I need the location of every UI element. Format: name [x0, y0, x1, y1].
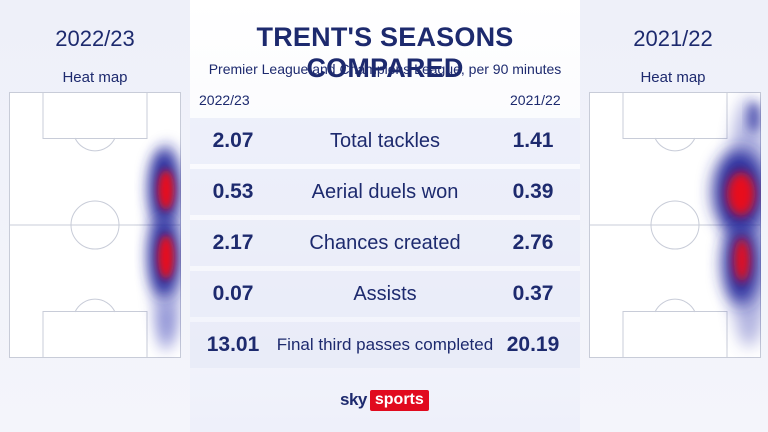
right-season-title: 2021/22: [633, 26, 713, 51]
stat-left-value: 13.01: [206, 333, 260, 356]
right-heat-map-label: Heat map: [640, 69, 706, 86]
left-season-title: 2022/23: [55, 26, 135, 51]
stat-label: Aerial duels won: [311, 181, 459, 203]
right-heat-blobs: [713, 97, 761, 347]
left-heat-blobs: [149, 142, 181, 352]
page-title: TRENT'S SEASONS COMPARED: [256, 22, 514, 83]
left-column-header: 2022/23: [199, 92, 250, 108]
stat-label: Final third passes completed: [276, 335, 494, 354]
stat-row-final-third-passes: 13.01 Final third passes completed 20.19: [190, 322, 580, 368]
stat-label: Assists: [353, 283, 417, 305]
stat-left-value: 0.07: [212, 282, 254, 305]
stat-left-value: 2.17: [212, 231, 254, 254]
stat-label: Total tackles: [329, 130, 441, 152]
page-subtitle: Premier League and Champions League, per…: [208, 61, 562, 77]
right-column-header: 2021/22: [510, 92, 561, 108]
stat-right-value: 0.37: [512, 282, 554, 305]
stat-right-value: 1.41: [512, 129, 554, 152]
left-heat-map-label: Heat map: [62, 69, 128, 86]
stat-label: Chances created: [309, 232, 461, 254]
stat-left-value: 2.07: [212, 129, 254, 152]
stat-row-chances-created: 2.17 Chances created 2.76: [190, 220, 580, 266]
stat-right-value: 0.39: [512, 180, 554, 203]
stat-right-value: 2.76: [512, 231, 554, 254]
sky-sports-logo: sky sports: [340, 388, 429, 412]
stat-left-value: 0.53: [212, 180, 254, 203]
stat-row-assists: 0.07 Assists 0.37: [190, 271, 580, 317]
stat-row-aerial-duels-won: 0.53 Aerial duels won 0.39: [190, 169, 580, 215]
sky-logo-text: sky: [340, 390, 367, 409]
stat-row-total-tackles: 2.07 Total tackles 1.41: [190, 118, 580, 164]
left-heat-map: [9, 92, 181, 358]
stat-right-value: 20.19: [506, 333, 560, 356]
right-heat-map: [589, 92, 761, 358]
sports-logo-badge: sports: [369, 389, 429, 411]
